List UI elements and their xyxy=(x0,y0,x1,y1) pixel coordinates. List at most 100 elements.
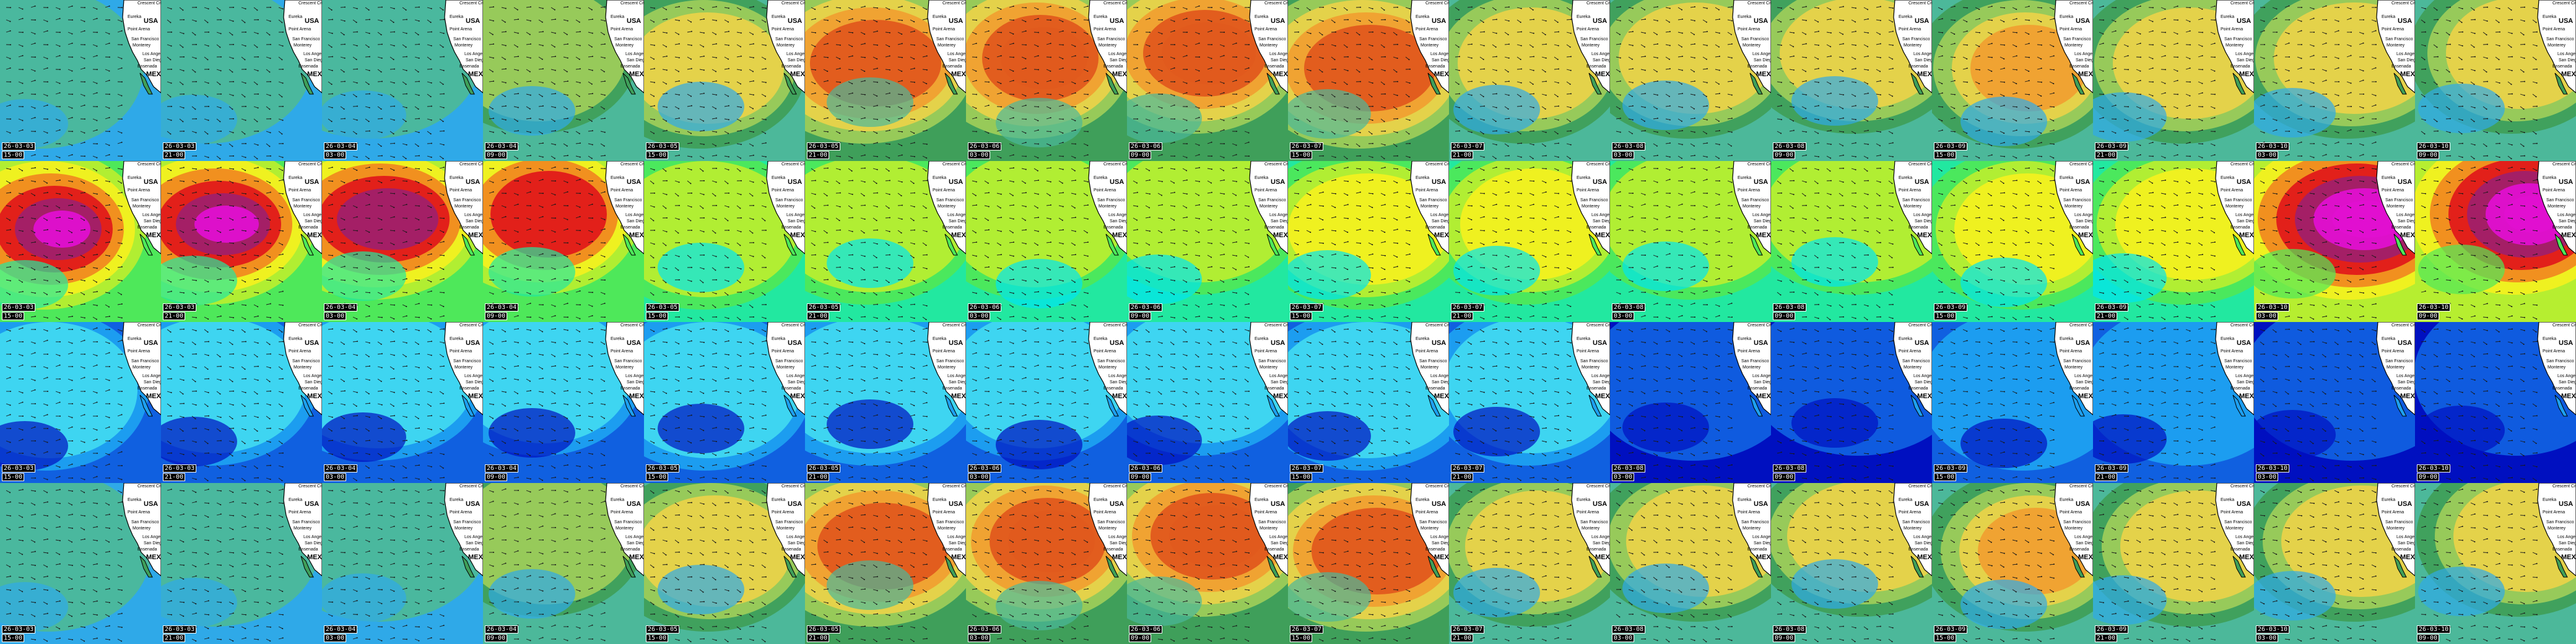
panel-row-2-tile: Crescent City Eureka Point Arena San Franci… xyxy=(1449,161,1610,322)
map-label-city5: Monterey xyxy=(938,526,956,531)
timestamp-time: 21-00 xyxy=(1451,312,1474,320)
map-label-city6: Los Angeles xyxy=(2396,535,2415,539)
panel-row-3-tile: Crescent City Eureka Point Arena San Franci… xyxy=(966,322,1127,483)
map-label-country1: USA xyxy=(2237,178,2252,186)
map-label-city4: San Francisco xyxy=(2546,37,2574,41)
timestamp-date: 26-03-07 xyxy=(1451,142,1485,150)
field-map xyxy=(966,0,1127,161)
timestamp-time: 09-00 xyxy=(485,312,508,320)
map-label-country1: USA xyxy=(2559,17,2574,25)
map-label-city3: Point Arena xyxy=(2060,349,2082,354)
timestamp-date: 26-03-05 xyxy=(807,142,841,150)
map-label-city3: Point Arena xyxy=(2543,27,2565,32)
map-label-city4: San Francisco xyxy=(614,37,642,41)
timestamp-time: 15-00 xyxy=(646,151,669,159)
map-label-city1: Crescent City xyxy=(620,323,644,328)
map-label-city4: San Francisco xyxy=(1258,359,1286,363)
map-label-city4: San Francisco xyxy=(2546,520,2574,524)
map-label-city3: Point Arena xyxy=(450,188,472,193)
map-label-city7: San Diego xyxy=(627,541,644,546)
map-label-city8: Ensenada xyxy=(459,386,479,391)
map-label-city2: Eureka xyxy=(2382,337,2396,341)
map-label-city2: Eureka xyxy=(2221,337,2235,341)
panel-row-3-tile: Crescent City Eureka Point Arena San Franci… xyxy=(322,322,483,483)
map-label-city8: Ensenada xyxy=(2230,225,2250,230)
timestamp-date: 26-03-08 xyxy=(1612,303,1646,311)
map-label-city1: Crescent City xyxy=(1586,162,1610,167)
map-label-city8: Ensenada xyxy=(1747,386,1767,391)
timestamp-date: 26-03-04 xyxy=(485,303,519,311)
timestamp-date: 26-03-09 xyxy=(1934,142,1968,150)
map-label-country1: USA xyxy=(1754,17,1769,25)
timestamp-badge: 26-03-09 15-00 xyxy=(1934,303,1968,320)
timestamp-badge: 26-03-10 03-00 xyxy=(2256,303,2290,320)
map-label-city7: San Diego xyxy=(788,380,805,385)
panel-row-4-tile: Crescent City Eureka Point Arena San Franci… xyxy=(483,483,644,644)
field-map xyxy=(1610,0,1771,161)
panel-row-3-tile: Crescent City Eureka Point Arena San Franci… xyxy=(1610,322,1771,483)
map-label-city2: Eureka xyxy=(1738,337,1752,341)
timestamp-time: 15-00 xyxy=(2,151,25,159)
map-label-country1: USA xyxy=(627,339,642,347)
map-label-city4: San Francisco xyxy=(1741,520,1769,524)
map-label-city1: Crescent City xyxy=(1425,323,1449,328)
timestamp-date: 26-03-09 xyxy=(2095,625,2129,633)
timestamp-date: 26-03-08 xyxy=(1612,464,1646,472)
map-label-city2: Eureka xyxy=(933,498,947,502)
timestamp-badge: 26-03-06 03-00 xyxy=(968,303,1002,320)
timestamp-date: 26-03-09 xyxy=(1934,464,1968,472)
map-label-city6: Los Angeles xyxy=(1591,374,1610,378)
map-label-city7: San Diego xyxy=(305,219,322,224)
map-label-country1: USA xyxy=(1754,178,1769,186)
timestamp-date: 26-03-06 xyxy=(1129,464,1163,472)
timestamp-date: 26-03-07 xyxy=(1451,464,1485,472)
field-map xyxy=(1127,0,1288,161)
map-label-city1: Crescent City xyxy=(1908,162,1932,167)
map-label-city8: Ensenada xyxy=(942,547,962,552)
map-label-city2: Eureka xyxy=(2543,176,2557,180)
timestamp-date: 26-03-10 xyxy=(2417,303,2451,311)
field-map xyxy=(1771,322,1932,483)
field-map xyxy=(805,161,966,322)
map-label-city5: Monterey xyxy=(2226,365,2244,370)
map-label-city3: Point Arena xyxy=(1899,510,1921,515)
timestamp-badge: 26-03-10 03-00 xyxy=(2256,464,2290,481)
map-label-city5: Monterey xyxy=(2065,365,2083,370)
map-label-city6: Los Angeles xyxy=(1108,213,1127,217)
map-label-city4: San Francisco xyxy=(1580,520,1608,524)
timestamp-time: 21-00 xyxy=(2095,151,2118,159)
map-label-city1: Crescent City xyxy=(1747,162,1771,167)
map-label-city6: Los Angeles xyxy=(786,535,805,539)
timestamp-badge: 26-03-04 03-00 xyxy=(324,303,358,320)
map-label-country2: MEX xyxy=(1273,71,1288,78)
map-label-country2: MEX xyxy=(2078,71,2093,78)
map-label-city1: Crescent City xyxy=(1586,323,1610,328)
timestamp-date: 26-03-06 xyxy=(968,625,1002,633)
timestamp-badge: 26-03-09 21-00 xyxy=(2095,625,2129,642)
timestamp-badge: 26-03-05 21-00 xyxy=(807,625,841,642)
map-label-country2: MEX xyxy=(790,232,805,239)
map-label-city2: Eureka xyxy=(2221,176,2235,180)
map-label-city8: Ensenada xyxy=(2230,386,2250,391)
map-label-city1: Crescent City xyxy=(2069,1,2093,6)
map-label-city7: San Diego xyxy=(2398,219,2415,224)
timestamp-date: 26-03-06 xyxy=(968,303,1002,311)
map-label-city1: Crescent City xyxy=(781,484,805,489)
map-label-city8: Ensenada xyxy=(1586,547,1606,552)
map-label-city3: Point Arena xyxy=(2382,510,2404,515)
timestamp-time: 21-00 xyxy=(807,151,830,159)
map-label-city5: Monterey xyxy=(133,204,151,209)
map-label-city4: San Francisco xyxy=(775,198,803,202)
timestamp-time: 03-00 xyxy=(1612,312,1635,320)
map-label-city3: Point Arena xyxy=(772,349,794,354)
timestamp-badge: 26-03-09 15-00 xyxy=(1934,464,1968,481)
timestamp-date: 26-03-06 xyxy=(968,142,1002,150)
panel-row-1-tile: Crescent City Eureka Point Arena San Franci… xyxy=(1127,0,1288,161)
map-label-city3: Point Arena xyxy=(1899,188,1921,193)
map-label-city5: Monterey xyxy=(2387,43,2405,48)
map-label-city4: San Francisco xyxy=(1580,359,1608,363)
map-label-city8: Ensenada xyxy=(2230,547,2250,552)
map-label-city8: Ensenada xyxy=(298,225,318,230)
map-label-country2: MEX xyxy=(2078,393,2093,400)
timestamp-time: 15-00 xyxy=(2,312,25,320)
